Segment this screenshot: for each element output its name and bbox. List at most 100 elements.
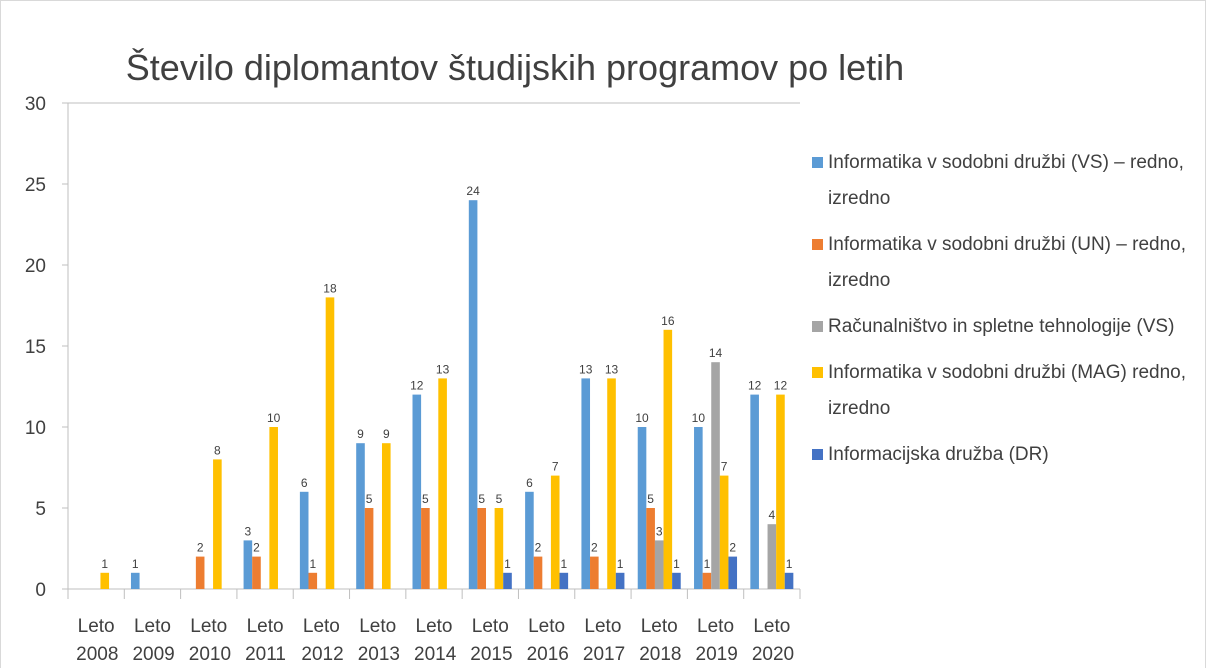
bar xyxy=(269,427,278,589)
bar xyxy=(581,378,591,589)
bar xyxy=(550,475,560,589)
chart-title: Število diplomantov študijskih programov… xyxy=(126,47,904,88)
data-label: 2 xyxy=(253,541,260,555)
bar xyxy=(130,572,140,589)
x-tick-label: Leto 2019 xyxy=(695,616,738,665)
data-label: 12 xyxy=(748,379,762,393)
bar xyxy=(607,378,616,589)
bar xyxy=(719,475,729,589)
bar xyxy=(776,394,785,589)
data-label: 5 xyxy=(647,492,654,506)
data-label: 6 xyxy=(526,476,533,490)
bar xyxy=(533,556,543,589)
data-label: 2 xyxy=(591,541,598,555)
bar xyxy=(559,572,569,589)
legend-swatch xyxy=(812,321,823,332)
bar xyxy=(100,572,110,589)
bar xyxy=(728,556,738,589)
legend-label: Informacijska družba (DR) xyxy=(828,444,1049,465)
bar xyxy=(252,556,261,589)
data-label: 2 xyxy=(729,541,736,555)
x-tick-label: Leto 2008 xyxy=(76,616,119,665)
legend-item: Informatika v sodobni družbi (MAG) redno… xyxy=(812,355,1197,427)
x-tick-label: Leto 2015 xyxy=(470,616,513,665)
bar xyxy=(213,459,222,589)
data-label: 1 xyxy=(673,557,680,571)
legend-swatch xyxy=(812,157,823,168)
bar xyxy=(325,297,335,589)
bar xyxy=(694,427,703,589)
x-tick-label: Leto 2012 xyxy=(301,616,344,665)
data-label: 7 xyxy=(552,460,559,474)
bar xyxy=(702,572,712,589)
data-label: 5 xyxy=(478,492,485,506)
data-label: 1 xyxy=(560,557,567,571)
x-tick-label: Leto 2016 xyxy=(526,616,569,665)
x-tick-label: Leto 2013 xyxy=(357,616,400,665)
legend-item: Informacijska družba (DR) xyxy=(812,437,1197,473)
legend-swatch xyxy=(812,239,823,250)
x-tick-label: Leto 2014 xyxy=(414,616,457,665)
legend: Informatika v sodobni družbi (VS) – redn… xyxy=(812,145,1197,483)
bar xyxy=(646,508,655,589)
bar xyxy=(494,508,504,589)
data-label: 14 xyxy=(709,346,723,360)
bar xyxy=(615,572,625,589)
data-label: 9 xyxy=(357,427,364,441)
bar xyxy=(308,572,318,589)
y-tick-label: 25 xyxy=(25,175,46,196)
data-label: 10 xyxy=(692,411,706,425)
x-tick-label: Leto 2011 xyxy=(245,616,286,665)
x-tick-label: Leto 2020 xyxy=(751,616,795,665)
data-label: 13 xyxy=(436,362,450,376)
data-label: 2 xyxy=(197,541,204,555)
bar xyxy=(637,427,647,589)
data-label: 2 xyxy=(535,541,542,555)
y-tick-label: 5 xyxy=(35,499,46,520)
y-tick-label: 30 xyxy=(25,94,46,115)
data-label: 10 xyxy=(267,411,281,425)
bar xyxy=(412,394,422,589)
bar xyxy=(654,540,664,589)
y-tick-label: 10 xyxy=(25,418,46,439)
bar xyxy=(525,491,534,589)
bar xyxy=(767,524,777,589)
legend-item: Informatika v sodobni družbi (UN) – redn… xyxy=(812,227,1197,299)
legend-label: Informatika v sodobni družbi (UN) – redn… xyxy=(828,234,1186,291)
data-label: 13 xyxy=(579,362,593,376)
legend-item: Informatika v sodobni družbi (VS) – redn… xyxy=(812,145,1197,217)
data-label: 10 xyxy=(635,411,649,425)
y-tick-label: 0 xyxy=(35,580,46,601)
legend-label: Informatika v sodobni družbi (VS) – redn… xyxy=(828,152,1184,209)
bar xyxy=(468,200,478,589)
data-label: 1 xyxy=(617,557,624,571)
data-label: 8 xyxy=(214,443,221,457)
data-label: 5 xyxy=(496,492,503,506)
data-label: 1 xyxy=(504,557,511,571)
x-tick-label: Leto 2017 xyxy=(582,616,626,665)
data-label: 1 xyxy=(309,557,316,571)
legend-swatch xyxy=(812,449,823,460)
data-label: 4 xyxy=(769,508,776,522)
y-tick-label: 15 xyxy=(25,337,46,358)
data-label: 1 xyxy=(132,557,139,571)
data-label: 18 xyxy=(323,281,337,295)
bar xyxy=(590,556,599,589)
x-tick-label: Leto 2009 xyxy=(132,616,175,665)
legend-swatch xyxy=(812,367,823,378)
bar xyxy=(243,540,253,589)
x-tick-label: Leto 2018 xyxy=(639,616,682,665)
data-label: 13 xyxy=(605,362,619,376)
bar xyxy=(503,572,512,589)
legend-item: Računalništvo in spletne tehnologije (VS… xyxy=(812,309,1197,345)
data-label: 1 xyxy=(786,557,793,571)
bar xyxy=(672,572,681,589)
data-label: 7 xyxy=(721,460,728,474)
data-label: 9 xyxy=(383,427,390,441)
bar xyxy=(750,394,759,589)
data-label: 6 xyxy=(301,476,308,490)
bar xyxy=(364,508,374,589)
data-label: 16 xyxy=(661,314,675,328)
